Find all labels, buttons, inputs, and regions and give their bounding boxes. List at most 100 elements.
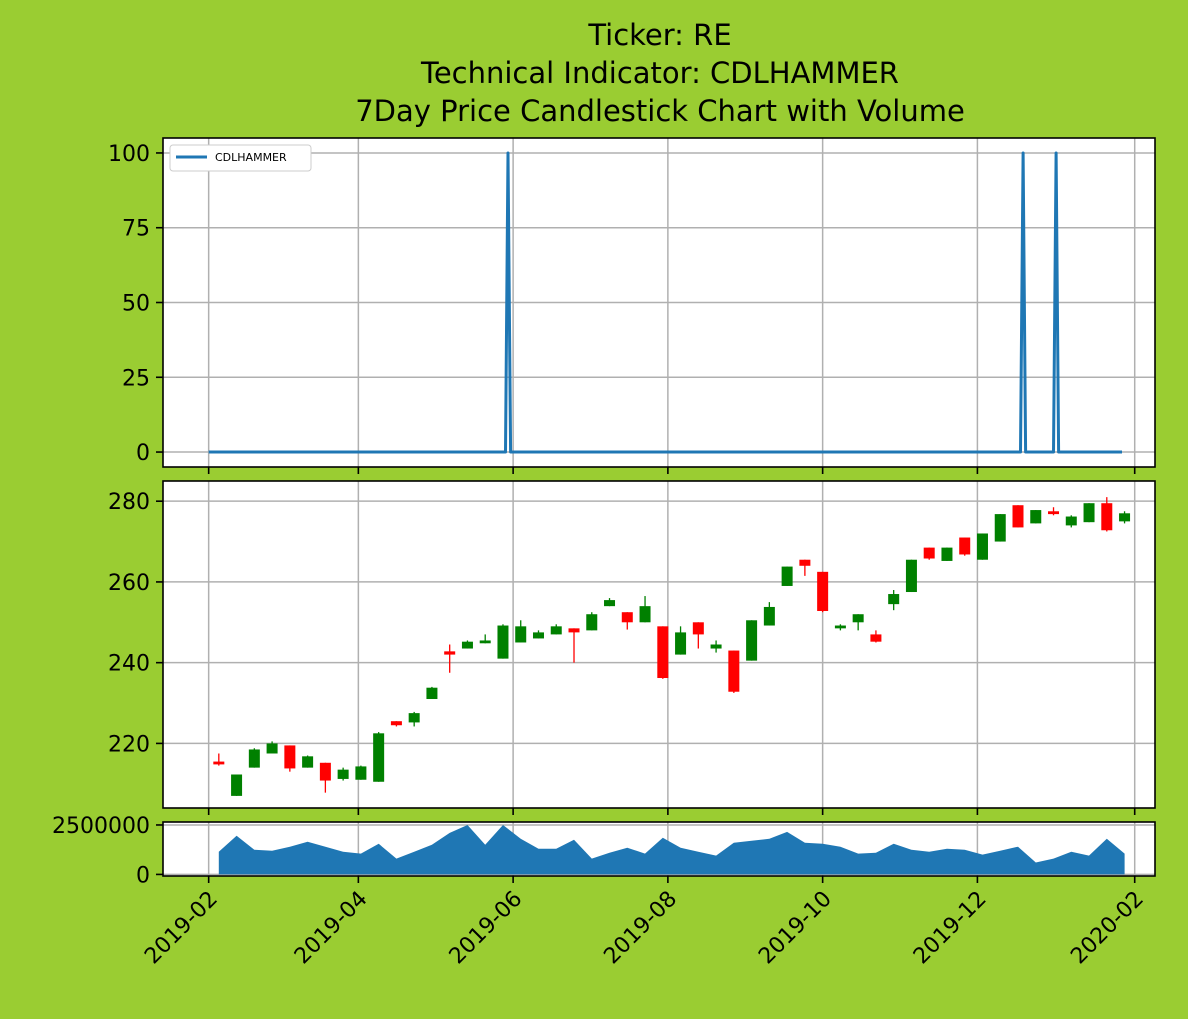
candle-body (834, 625, 846, 629)
candle (426, 686, 438, 699)
candle (355, 765, 367, 780)
candle-body (994, 514, 1006, 542)
candle (266, 741, 278, 754)
candle-body (515, 626, 527, 643)
candle-body (923, 547, 935, 559)
x-tick-label: 2019-06 (445, 887, 528, 970)
candle (1101, 497, 1113, 532)
candle-body (248, 749, 260, 768)
ind-y-tick-label: 75 (122, 217, 150, 242)
candle-body (319, 762, 331, 781)
cdlhammer-series-line (208, 151, 1122, 454)
ind-y-tick-label: 50 (122, 292, 150, 317)
price-y-tick-label: 260 (108, 571, 150, 596)
candle (817, 571, 829, 613)
candle-body (1119, 513, 1131, 522)
indicator-y-axis: 0 25 50 75 100 (108, 142, 163, 466)
candle-body (639, 606, 651, 623)
candle-body (497, 625, 509, 659)
candle (302, 755, 314, 768)
candle (710, 640, 722, 653)
indicator-x-tick-marks (207, 467, 1136, 474)
candle (319, 762, 331, 793)
price-frame (162, 480, 1156, 809)
candle (231, 774, 243, 796)
price-y-tick-label: 220 (108, 732, 150, 757)
candle (728, 650, 740, 693)
vol-y-tick-label: 2500000 (52, 814, 150, 839)
price-y-tick-label: 280 (108, 490, 150, 515)
candle-body (781, 566, 793, 586)
candle-body (408, 713, 420, 723)
candle-body (1083, 503, 1095, 523)
candle-body (266, 743, 278, 754)
candle (692, 622, 704, 649)
candle (639, 596, 651, 623)
candle-body (1065, 516, 1077, 526)
candle-body (461, 641, 473, 649)
candle-body (959, 537, 971, 555)
chart-title: Ticker: RE Technical Indicator: CDLHAMME… (355, 18, 965, 128)
candle-body (746, 620, 758, 661)
candle-body (532, 632, 544, 639)
price-panel: 220 240 260 280 (108, 480, 1156, 815)
x-tick-label: 2019-02 (140, 887, 223, 970)
price-y-axis: 220 240 260 280 (108, 490, 163, 757)
candle-body (1101, 503, 1113, 531)
candle (532, 630, 544, 639)
candle (1030, 510, 1042, 524)
candle (657, 626, 669, 679)
candle-body (426, 687, 438, 699)
price-x-tick-marks (207, 808, 1136, 815)
candle-body (302, 756, 314, 768)
candle-body (852, 614, 864, 623)
candle-body (550, 626, 562, 635)
candle (976, 533, 988, 560)
ind-y-tick-label: 100 (108, 142, 150, 167)
indicator-legend: CDLHAMMER (169, 144, 312, 172)
candle (621, 612, 633, 630)
candle (586, 612, 598, 631)
x-tick-label: 2019-12 (909, 887, 992, 970)
candle (905, 559, 917, 593)
candle-body (1048, 511, 1060, 515)
title-line-ticker: Ticker: RE (587, 18, 731, 52)
candle (1048, 507, 1060, 516)
title-line-description: 7Day Price Candlestick Chart with Volume (355, 94, 965, 128)
candle (1119, 511, 1131, 524)
candle-body (817, 571, 829, 611)
candle (1012, 505, 1024, 528)
candle-body (1030, 510, 1042, 524)
candle-body (870, 634, 882, 642)
candle (799, 559, 811, 576)
candle (568, 628, 580, 663)
volume-area (218, 825, 1125, 875)
volume-y-axis: 0 2500000 (52, 814, 163, 888)
indicator-panel: CDLHAMMER 0 25 50 75 100 (108, 137, 1156, 474)
candle-body (1012, 505, 1024, 528)
candle (604, 598, 616, 607)
candle-body (355, 766, 367, 780)
candle-body (799, 559, 811, 566)
candle (1083, 503, 1095, 523)
candle (781, 566, 793, 586)
vol-y-tick-label: 0 (136, 863, 150, 888)
candle (763, 602, 775, 626)
candle (834, 624, 846, 631)
candle (408, 711, 420, 727)
candle-body (675, 632, 687, 655)
candle-body (941, 547, 953, 561)
candle-body (373, 733, 385, 782)
x-tick-label: 2019-04 (290, 887, 373, 970)
candle (870, 630, 882, 643)
candle (461, 640, 473, 649)
candle-body (213, 761, 225, 765)
candle (248, 748, 260, 768)
ind-y-tick-label: 25 (122, 366, 150, 391)
candle (515, 620, 527, 643)
candle-body (390, 721, 402, 726)
candle-body (728, 650, 740, 692)
candle-body (444, 651, 456, 655)
